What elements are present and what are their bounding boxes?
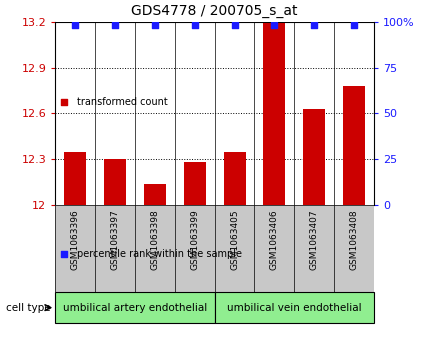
Bar — [215, 292, 374, 323]
Text: umbilical artery endothelial: umbilical artery endothelial — [63, 303, 207, 313]
Bar — [184, 162, 206, 205]
Text: GSM1063397: GSM1063397 — [110, 209, 119, 270]
Bar — [343, 86, 365, 205]
Text: cell type: cell type — [6, 303, 51, 313]
Bar — [224, 152, 246, 205]
Point — [112, 23, 119, 28]
Text: GSM1063406: GSM1063406 — [270, 209, 279, 270]
Point — [191, 23, 198, 28]
Text: GSM1063396: GSM1063396 — [71, 209, 79, 270]
Title: GDS4778 / 200705_s_at: GDS4778 / 200705_s_at — [131, 4, 298, 18]
Text: GSM1063399: GSM1063399 — [190, 209, 199, 270]
Text: GSM1063398: GSM1063398 — [150, 209, 159, 270]
Bar — [144, 184, 166, 205]
Point — [351, 23, 357, 28]
Point — [311, 23, 317, 28]
Text: GSM1063405: GSM1063405 — [230, 209, 239, 270]
Text: percentile rank within the sample: percentile rank within the sample — [76, 249, 241, 259]
Text: transformed count: transformed count — [76, 97, 167, 107]
Text: umbilical vein endothelial: umbilical vein endothelial — [227, 303, 362, 313]
Point — [72, 23, 79, 28]
Bar — [55, 292, 215, 323]
Bar — [64, 152, 86, 205]
Bar — [104, 159, 126, 205]
Text: GSM1063407: GSM1063407 — [310, 209, 319, 270]
Point — [271, 23, 278, 28]
Text: GSM1063408: GSM1063408 — [350, 209, 359, 270]
Point — [151, 23, 158, 28]
Bar — [303, 109, 325, 205]
Bar — [264, 23, 285, 205]
Point — [231, 23, 238, 28]
